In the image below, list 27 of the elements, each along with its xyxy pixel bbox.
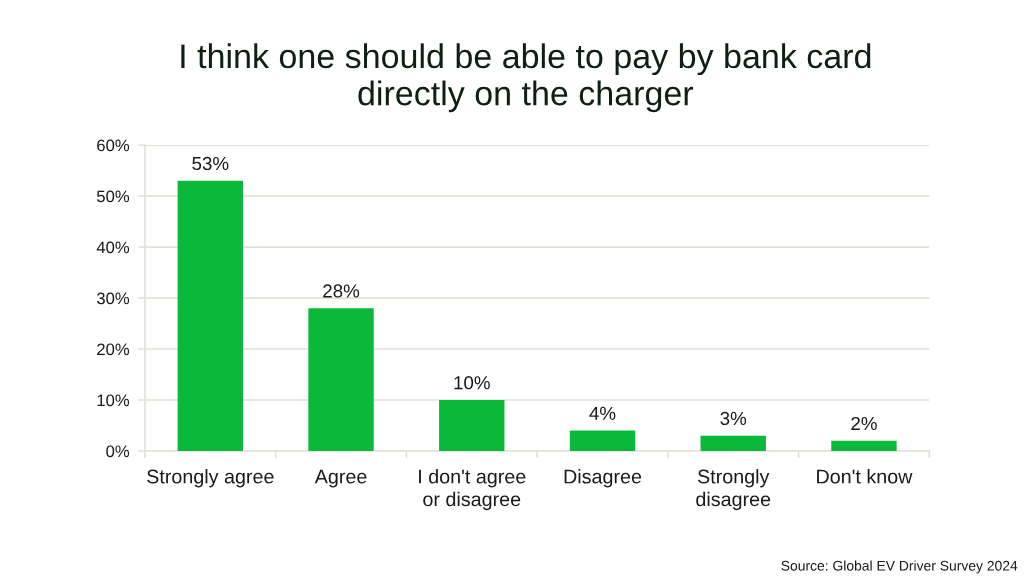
- y-tick-label: 40%: [96, 241, 130, 254]
- source-note: Source: Global EV Driver Survey 2024: [781, 560, 1018, 574]
- bar: [569, 430, 636, 452]
- data-label: 53%: [192, 156, 229, 171]
- y-tick-label: 30%: [96, 292, 130, 305]
- bar: [308, 308, 374, 452]
- bar: [700, 435, 766, 452]
- bar: [439, 400, 505, 452]
- y-tick-label: 60%: [97, 139, 130, 152]
- data-label: 3%: [720, 411, 747, 426]
- x-tick-label: Strongly agree: [147, 469, 274, 488]
- x-tick-label: Strongly disagree: [696, 469, 771, 511]
- data-label: 10%: [454, 376, 490, 390]
- data-label: 2%: [851, 416, 877, 431]
- x-tick-label: I don't agree or disagree: [419, 469, 526, 511]
- y-tick-label: 0%: [106, 445, 130, 458]
- bar: [177, 180, 243, 452]
- data-label: 4%: [589, 406, 616, 420]
- y-tick-label: 50%: [96, 190, 130, 203]
- chart-title: I think one should be able to pay by bank card directly on the charger: [181, 43, 871, 113]
- bar: [831, 440, 897, 452]
- x-tick-label: Disagree: [564, 469, 642, 488]
- x-tick-label: Don't know: [817, 469, 913, 484]
- data-label: 28%: [323, 284, 360, 298]
- y-tick-label: 20%: [97, 343, 130, 356]
- x-tick-label: Agree: [314, 469, 367, 488]
- y-tick-label: 10%: [97, 394, 130, 407]
